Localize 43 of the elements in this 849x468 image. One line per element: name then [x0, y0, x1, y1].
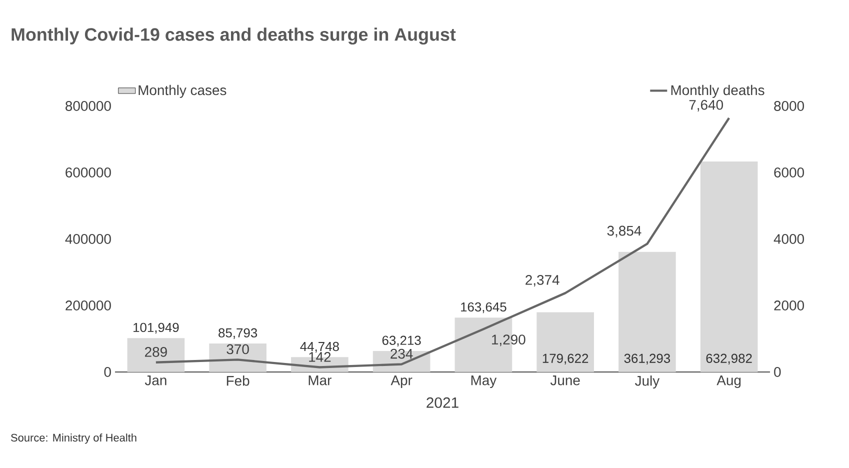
data-label: 2,374 — [526, 275, 560, 287]
x-tick-label: Apr — [390, 376, 412, 388]
y2-tick-label: 0 — [774, 367, 781, 377]
bar — [127, 338, 185, 372]
legend-label: Monthly deaths — [671, 84, 764, 98]
x-tick-label: July — [635, 376, 660, 389]
bar — [700, 162, 758, 372]
data-label: 142 — [309, 352, 331, 362]
data-label: 632,982 — [706, 354, 752, 364]
data-label: 85,793 — [218, 328, 258, 339]
data-label: 7,640 — [689, 100, 723, 112]
source-note: Source: Ministry of Health — [11, 434, 136, 444]
x-tick-label: May — [471, 376, 497, 388]
legend-label: Monthly cases — [138, 84, 226, 98]
data-label: 163,645 — [461, 302, 506, 314]
x-axis-title: 2021 — [426, 397, 458, 408]
data-label: 63,213 — [382, 336, 421, 346]
x-tick-label: Feb — [226, 376, 250, 386]
x-tick-label: Jan — [144, 376, 166, 386]
data-label: 289 — [145, 346, 167, 357]
data-label: 101,949 — [134, 322, 179, 334]
y2-tick-label: 2000 — [774, 300, 804, 310]
data-label: 44,748 — [300, 342, 339, 353]
data-label: 3,854 — [607, 226, 642, 238]
x-tick-label: Mar — [308, 376, 332, 386]
data-label: 370 — [226, 344, 249, 354]
x-tick-label: Aug — [716, 376, 741, 388]
y-tick-label: 800000 — [66, 101, 111, 111]
data-label: 1,290 — [492, 334, 526, 346]
data-label: 234 — [390, 348, 413, 359]
y-tick-label: 400000 — [65, 234, 111, 244]
y-tick-label: 0 — [104, 367, 111, 377]
x-tick-label: June — [550, 376, 580, 386]
y-tick-label: 200000 — [66, 300, 111, 310]
y2-tick-label: 6000 — [774, 168, 804, 178]
data-label: 361,293 — [624, 354, 670, 364]
chart-title: Monthly Covid-19 cases and deaths surge in August — [12, 28, 456, 44]
y2-tick-label: 8000 — [774, 101, 804, 111]
bar — [536, 312, 594, 372]
data-label: 179,622 — [542, 354, 588, 364]
y2-tick-label: 4000 — [774, 234, 804, 244]
y-tick-label: 600000 — [66, 168, 111, 178]
bar — [618, 252, 676, 372]
